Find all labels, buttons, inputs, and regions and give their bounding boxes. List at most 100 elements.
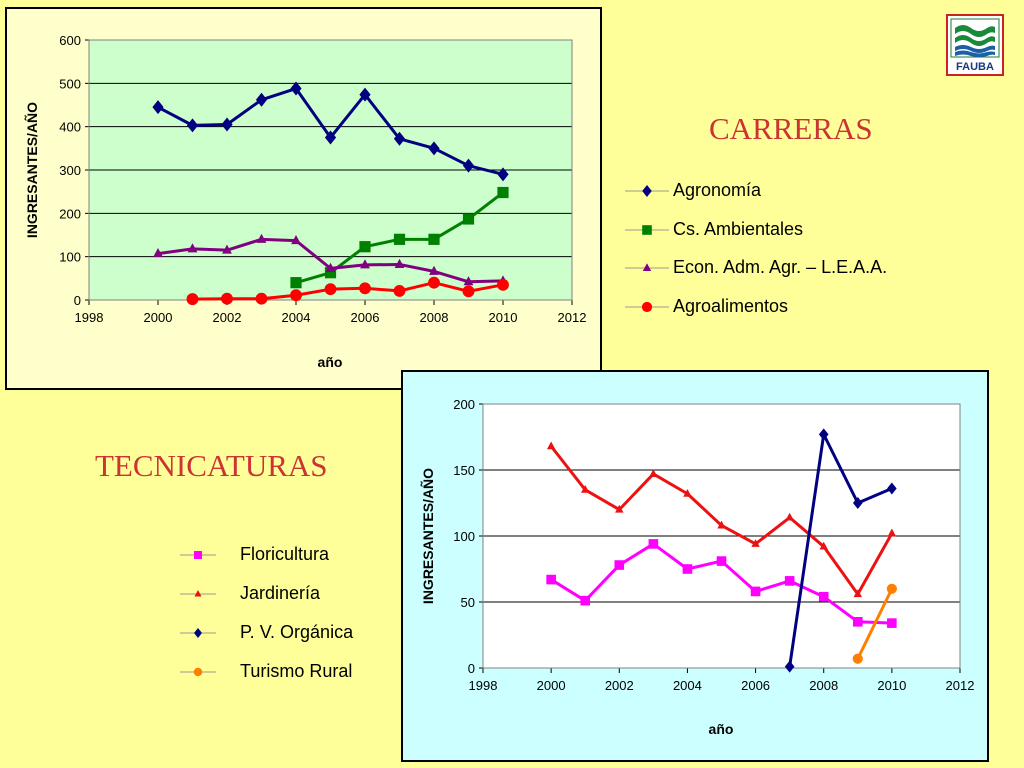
legend-item-cs-ambientales: Cs. Ambientales bbox=[625, 219, 945, 241]
data-point bbox=[221, 117, 233, 132]
x-tick-label: 2002 bbox=[605, 678, 634, 693]
y-tick-label: 500 bbox=[59, 76, 81, 91]
data-point bbox=[393, 131, 406, 146]
legend-swatch bbox=[625, 224, 669, 235]
data-point bbox=[462, 285, 475, 298]
data-point bbox=[852, 653, 863, 664]
series-line bbox=[788, 432, 893, 667]
legend-marker bbox=[642, 185, 652, 197]
x-tick-label: 2006 bbox=[351, 310, 380, 325]
x-axis-label: año bbox=[709, 721, 734, 737]
data-point bbox=[393, 233, 406, 245]
data-point bbox=[887, 528, 897, 537]
data-point bbox=[393, 284, 406, 297]
x-tick-label: 2010 bbox=[489, 310, 518, 325]
tecnicaturas-chart-panel: 0 50 100 150 200 1998 2000 2002 2004 2006 2008 2010… bbox=[401, 370, 989, 762]
legend-item-agronomia: Agronomía bbox=[625, 180, 945, 202]
legend-marker bbox=[642, 263, 652, 271]
x-tick-label: 2006 bbox=[741, 678, 770, 693]
data-point bbox=[222, 244, 232, 254]
series-turismo-rural bbox=[852, 583, 897, 664]
data-point bbox=[818, 428, 829, 441]
data-point bbox=[256, 233, 267, 243]
legend-marker bbox=[194, 628, 202, 638]
data-point bbox=[717, 520, 726, 529]
data-point bbox=[818, 591, 829, 602]
data-point bbox=[153, 248, 163, 258]
data-point bbox=[785, 512, 794, 521]
data-point bbox=[428, 276, 440, 289]
data-point bbox=[359, 241, 371, 253]
legend-label: Econ. Adm. Agr. – L.E.A.A. bbox=[673, 257, 888, 277]
x-tick-label: 1998 bbox=[75, 310, 104, 325]
legend-label: Cs. Ambientales bbox=[673, 218, 804, 239]
y-tick-label: 0 bbox=[74, 293, 81, 308]
legend-item-floricultura: Floricultura bbox=[180, 544, 500, 566]
data-point bbox=[683, 488, 692, 497]
legend-label: P. V. Orgánica bbox=[240, 622, 354, 642]
legend-marker bbox=[194, 551, 202, 559]
data-point bbox=[255, 292, 268, 305]
x-tick-label: 1998 bbox=[469, 678, 498, 693]
data-point bbox=[290, 289, 302, 302]
data-point bbox=[819, 541, 828, 550]
data-point bbox=[784, 576, 795, 586]
tecnicaturas-chart: 0 50 100 150 200 1998 2000 2002 2004 2006 2008 2010… bbox=[419, 397, 975, 737]
legend-item-turismo-rural: Turismo Rural bbox=[180, 661, 500, 683]
legend-swatch bbox=[180, 590, 216, 597]
y-tick-label: 600 bbox=[59, 33, 81, 48]
data-point bbox=[462, 213, 475, 225]
data-point bbox=[359, 87, 371, 102]
x-axis-label: año bbox=[318, 354, 343, 370]
legend-marker bbox=[641, 301, 653, 312]
y-axis-label: INGRESANTES/AÑO bbox=[419, 468, 436, 604]
data-point bbox=[429, 265, 439, 275]
x-tick-label: 2000 bbox=[144, 310, 173, 325]
x-tick-label: 2012 bbox=[946, 678, 975, 693]
legend-swatch bbox=[625, 263, 669, 271]
data-point bbox=[359, 282, 371, 295]
data-point bbox=[290, 277, 302, 289]
data-point bbox=[497, 167, 509, 182]
x-tick-label: 2000 bbox=[537, 678, 566, 693]
data-point bbox=[428, 233, 440, 245]
data-point bbox=[887, 618, 897, 628]
legend-swatch bbox=[180, 551, 216, 559]
carreras-chart-panel: 0 100 200 300 400 500 600 1998 2000 2002 2004 2006 2… bbox=[5, 7, 602, 390]
y-axis-label: INGRESANTES/AÑO bbox=[23, 102, 40, 238]
data-point bbox=[325, 262, 336, 272]
series-agronomia bbox=[152, 81, 509, 182]
y-tick-label: 200 bbox=[59, 206, 81, 221]
data-point bbox=[853, 589, 862, 598]
data-point bbox=[497, 186, 509, 199]
legend-marker bbox=[193, 667, 203, 677]
data-point bbox=[221, 292, 233, 305]
legend-label: Floricultura bbox=[240, 544, 330, 564]
series-cs-ambientales bbox=[290, 186, 509, 289]
data-point bbox=[716, 556, 727, 566]
data-point bbox=[784, 660, 795, 673]
data-point bbox=[751, 539, 760, 547]
tecnicaturas-title: TECNICATURAS bbox=[95, 448, 328, 483]
x-tick-label: 2008 bbox=[809, 678, 838, 693]
x-tick-label: 2002 bbox=[213, 310, 242, 325]
y-tick-label: 0 bbox=[468, 661, 475, 676]
data-point bbox=[546, 441, 556, 450]
data-point bbox=[648, 539, 659, 549]
data-point bbox=[615, 504, 624, 513]
data-point bbox=[750, 586, 761, 597]
legend-item-p-v-organica: P. V. Orgánica bbox=[180, 622, 500, 644]
data-point bbox=[580, 595, 591, 606]
data-point bbox=[186, 118, 199, 133]
legend-label: Turismo Rural bbox=[240, 661, 353, 681]
data-point bbox=[187, 243, 198, 253]
carreras-title: CARRERAS bbox=[709, 111, 873, 146]
data-point bbox=[428, 141, 440, 156]
data-point bbox=[614, 560, 625, 570]
y-tick-label: 50 bbox=[461, 595, 475, 610]
legend-label: Agroalimentos bbox=[673, 295, 789, 316]
data-point bbox=[649, 469, 658, 477]
series-agroalimentos bbox=[186, 276, 509, 306]
x-tick-label: 2010 bbox=[877, 678, 906, 693]
legend-item-jardineria: Jardinería bbox=[180, 583, 500, 605]
